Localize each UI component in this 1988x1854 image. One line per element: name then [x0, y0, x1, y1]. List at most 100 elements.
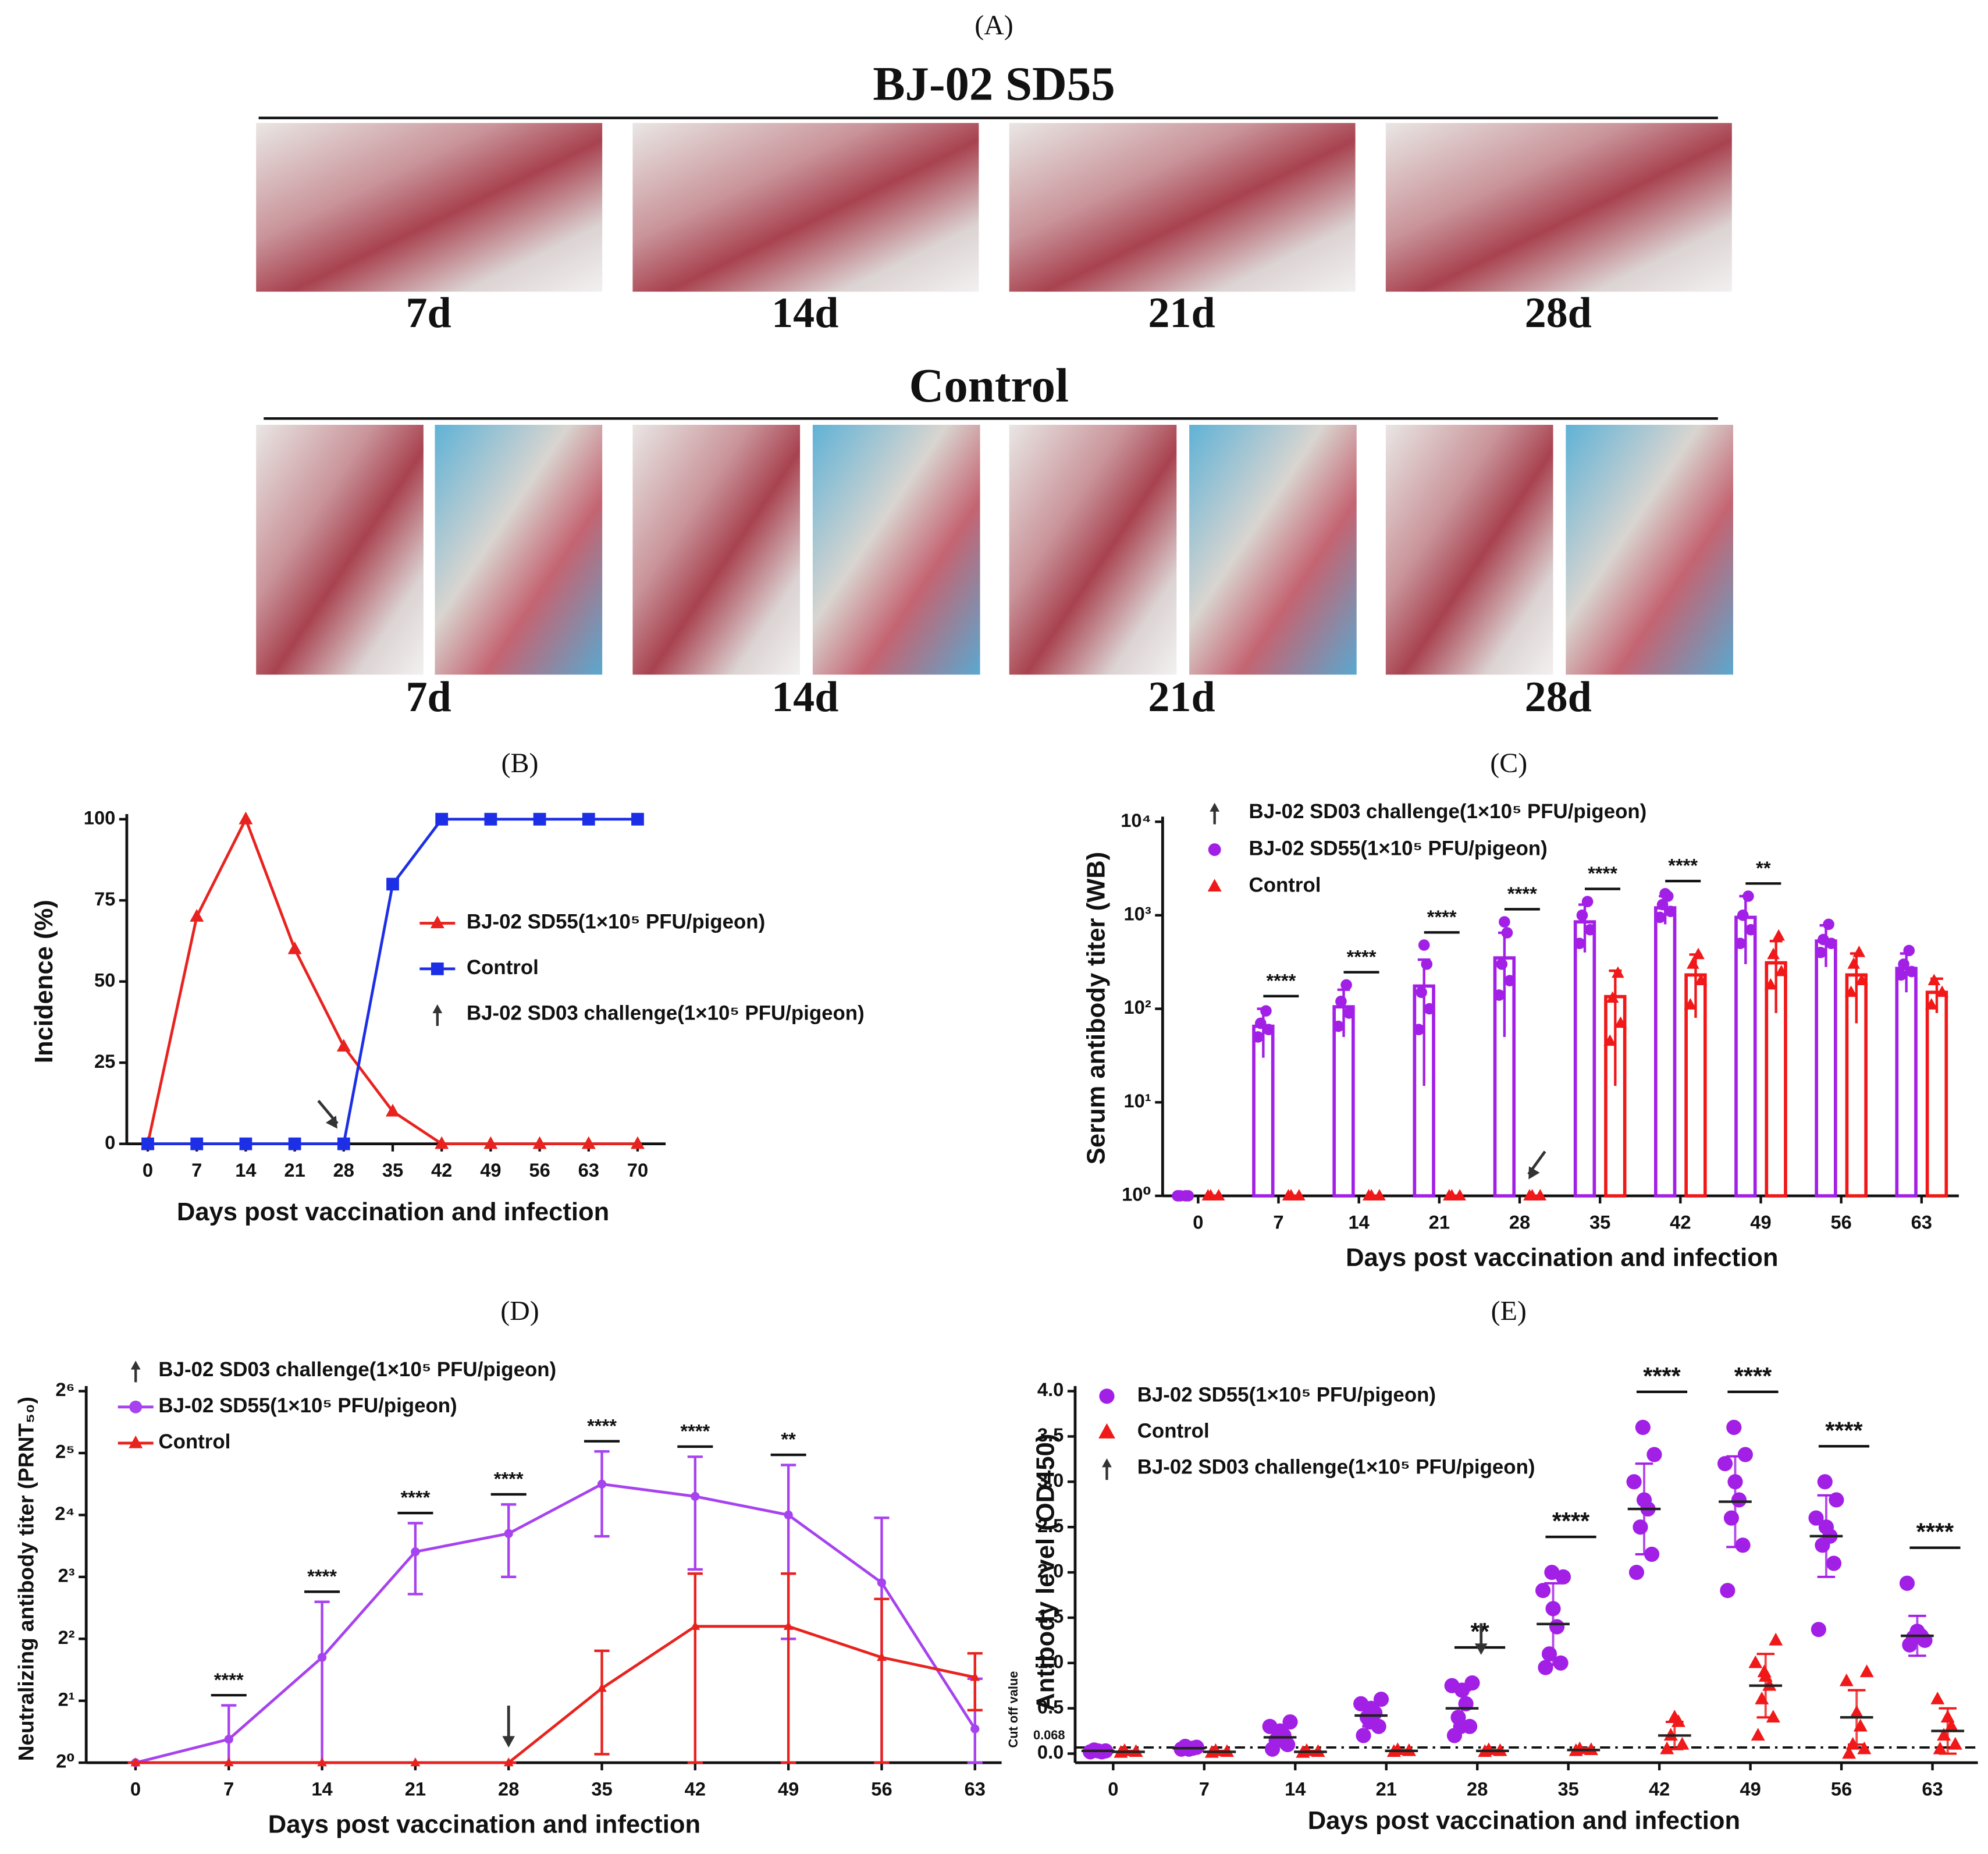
marker — [970, 1672, 980, 1681]
marker — [484, 812, 497, 826]
marker — [129, 1400, 143, 1413]
marker — [287, 941, 302, 954]
day-label: 7d — [406, 673, 451, 721]
significance-label: **** — [307, 1565, 337, 1587]
day-label: 28d — [1525, 673, 1592, 721]
marker — [1525, 1189, 1539, 1201]
marker — [783, 1621, 794, 1630]
panel-label: (C) — [1490, 748, 1527, 779]
y-axis-label: Neutralizing antibody titer (PRNT₅₀) — [14, 1397, 38, 1761]
day-label: 28d — [1525, 289, 1592, 337]
x-tick-label: 7 — [1273, 1212, 1283, 1233]
marker — [1852, 946, 1866, 957]
y-tick-label: 25 — [94, 1050, 115, 1072]
marker — [223, 1757, 234, 1767]
marker — [239, 1137, 252, 1150]
marker — [1656, 898, 1669, 911]
arrow-head — [1528, 1166, 1540, 1180]
y-tick-label: 1.5 — [1037, 1606, 1064, 1627]
y-axis-label: Antibody level (OD450) — [1032, 1434, 1060, 1711]
y-tick-label: 0.5 — [1037, 1696, 1064, 1717]
panel-label: (A) — [975, 10, 1013, 41]
marker — [1365, 1189, 1378, 1201]
marker — [1842, 1746, 1857, 1759]
bar — [1925, 990, 1948, 1198]
marker — [386, 1103, 400, 1117]
x-tick-label: 14 — [311, 1778, 332, 1800]
significance-label: **** — [1427, 906, 1457, 928]
x-tick-label: 28 — [498, 1778, 519, 1800]
marker — [1501, 927, 1513, 939]
marker — [1839, 1673, 1854, 1686]
marker — [1260, 1005, 1272, 1017]
y-tick-label: 10¹ — [1123, 1090, 1151, 1111]
marker — [1413, 1024, 1425, 1036]
marker — [1808, 1510, 1824, 1526]
marker — [430, 915, 444, 929]
marker — [1817, 1474, 1833, 1490]
y-tick-label: 2⁰ — [56, 1750, 74, 1772]
x-tick-label: 49 — [778, 1778, 799, 1800]
series-line — [146, 815, 638, 1146]
marker — [1844, 985, 1858, 997]
y-tick-label: 10³ — [1123, 903, 1151, 924]
y-axis-label: Serum antibody titer (WB) — [1083, 852, 1111, 1164]
x-tick-label: 28 — [333, 1159, 354, 1181]
significance-label: **** — [587, 1415, 617, 1436]
x-tick-label: 63 — [1911, 1212, 1932, 1233]
x-tick-label: 7 — [191, 1159, 202, 1181]
marker — [1340, 979, 1352, 991]
marker — [1098, 1423, 1115, 1439]
marker — [1720, 1583, 1736, 1599]
arrow-head — [1102, 1458, 1112, 1468]
marker — [1282, 1714, 1298, 1730]
marker — [1823, 918, 1834, 930]
marker — [1665, 905, 1677, 917]
bar — [1895, 967, 1918, 1198]
day-label: 21d — [1148, 673, 1215, 721]
marker — [1899, 1575, 1915, 1591]
marker — [129, 1435, 143, 1448]
group-title: BJ-02 SD55 — [873, 57, 1115, 111]
marker — [1541, 1646, 1557, 1662]
marker — [1204, 1189, 1217, 1201]
marker — [1815, 946, 1827, 958]
x-tick-label: 0 — [1193, 1212, 1203, 1233]
x-tick-label: 42 — [1649, 1778, 1670, 1800]
marker — [1726, 1419, 1742, 1435]
marker — [1534, 1189, 1547, 1201]
x-tick-label: 35 — [591, 1778, 612, 1800]
marker — [1293, 1189, 1306, 1201]
x-tick-label: 49 — [480, 1159, 501, 1181]
x-tick-label: 63 — [1922, 1778, 1943, 1800]
x-axis-label: Days post vaccination and infection — [1346, 1244, 1778, 1271]
marker — [1660, 1741, 1674, 1754]
marker — [1818, 933, 1829, 946]
series-line — [135, 1482, 976, 1764]
group-title: Control — [909, 358, 1069, 412]
marker — [1504, 975, 1516, 986]
y-tick-label: 2⁶ — [55, 1379, 74, 1400]
marker — [431, 962, 444, 975]
marker — [1343, 1007, 1355, 1019]
marker — [1612, 966, 1624, 978]
significance-label: **** — [1825, 1417, 1863, 1444]
y-tick-label: 10⁰ — [1122, 1184, 1151, 1205]
y-tick-label: 2³ — [58, 1564, 75, 1586]
x-tick-label: 42 — [685, 1778, 706, 1800]
marker — [1694, 974, 1708, 986]
marker — [1445, 1189, 1459, 1201]
significance-label: **** — [1588, 862, 1617, 884]
marker — [1496, 958, 1508, 970]
marker — [190, 909, 204, 922]
bar — [1573, 920, 1596, 1198]
legend-label: BJ-02 SD03 challenge(1×10⁵ PFU/pigeon) — [467, 1002, 865, 1025]
marker — [582, 812, 595, 826]
marker — [1535, 1583, 1551, 1599]
marker — [1745, 924, 1757, 936]
marker — [1464, 1675, 1480, 1691]
marker — [1208, 843, 1221, 856]
cutoff-label: 0.068 — [1033, 1728, 1065, 1742]
marker — [1646, 1447, 1662, 1462]
photo — [256, 425, 424, 675]
